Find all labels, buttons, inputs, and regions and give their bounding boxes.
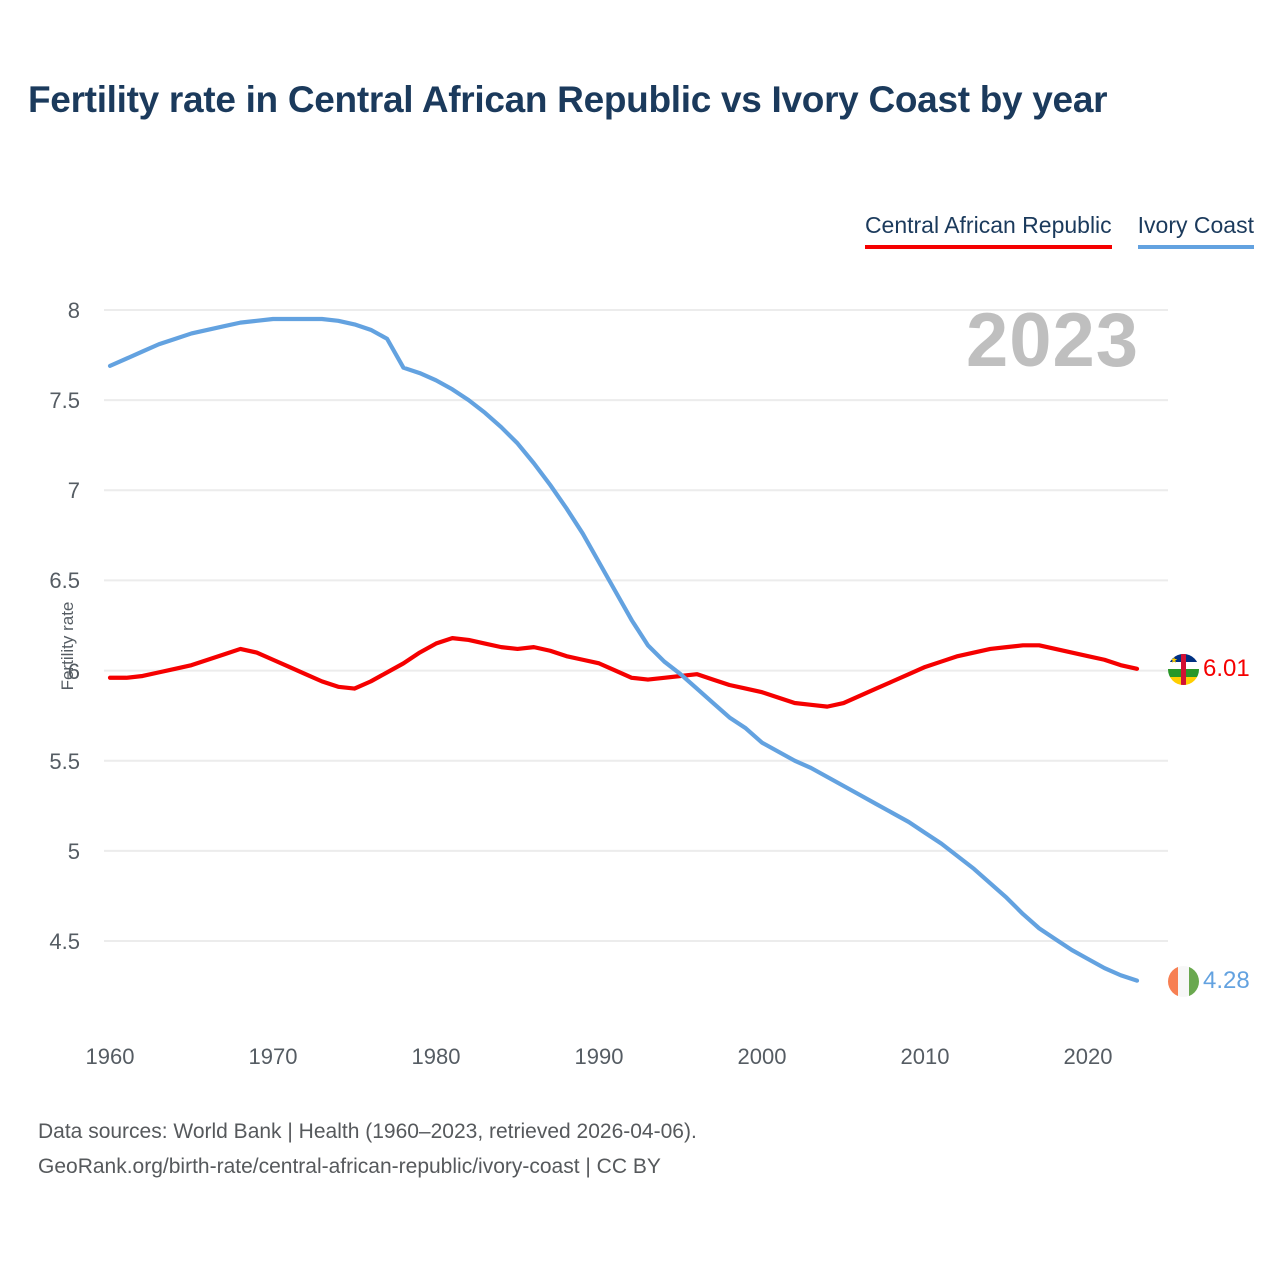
x-tick-label: 2000 <box>737 1044 787 1069</box>
y-tick-label: 5.5 <box>49 749 80 774</box>
y-tick-label: 7 <box>67 478 80 503</box>
gridlines <box>104 309 1168 942</box>
chart-legend: Central African Republic Ivory Coast <box>864 212 1254 250</box>
footer-sources: Data sources: World Bank | Health (1960–… <box>38 1115 697 1184</box>
series-lines <box>107 316 1140 983</box>
x-tick-label: 1980 <box>411 1044 461 1069</box>
y-tick-label: 8 <box>67 298 80 323</box>
ivory-coast-flag-icon <box>1168 965 1199 997</box>
endpoint-value-central-african-republic: 6.01 <box>1203 655 1250 683</box>
x-tick-label: 1970 <box>248 1044 298 1069</box>
x-tick-label: 2010 <box>900 1044 950 1069</box>
x-tick-label: 2020 <box>1063 1044 1113 1069</box>
footer-line-2: GeoRank.org/birth-rate/central-african-r… <box>38 1154 661 1178</box>
endpoint-marker-central-african-republic: 6.01 <box>1168 653 1250 685</box>
footer-line-1: Data sources: World Bank | Health (1960–… <box>38 1120 697 1143</box>
endpoint-value-ivory-coast: 4.28 <box>1203 967 1250 995</box>
y-tick-label: 6 <box>67 659 80 684</box>
series-line <box>107 316 1140 983</box>
central-african-republic-flag-icon <box>1168 653 1199 685</box>
x-tick-label: 1990 <box>574 1044 624 1069</box>
year-watermark: 2023 <box>966 298 1140 383</box>
endpoint-marker-ivory-coast: 4.28 <box>1168 965 1250 997</box>
y-tick-label: 5 <box>67 839 80 864</box>
page-title: Fertility rate in Central African Republ… <box>28 79 1108 120</box>
legend-item-central-african-republic[interactable]: Central African Republic <box>864 212 1112 250</box>
y-tick-label: 6.5 <box>49 568 80 593</box>
legend-item-ivory-coast[interactable]: Ivory Coast <box>1137 212 1254 250</box>
y-tick-label: 4.5 <box>49 929 80 954</box>
y-tick-label: 7.5 <box>49 388 80 413</box>
series-line <box>107 636 1140 709</box>
x-tick-label: 1960 <box>85 1044 135 1069</box>
